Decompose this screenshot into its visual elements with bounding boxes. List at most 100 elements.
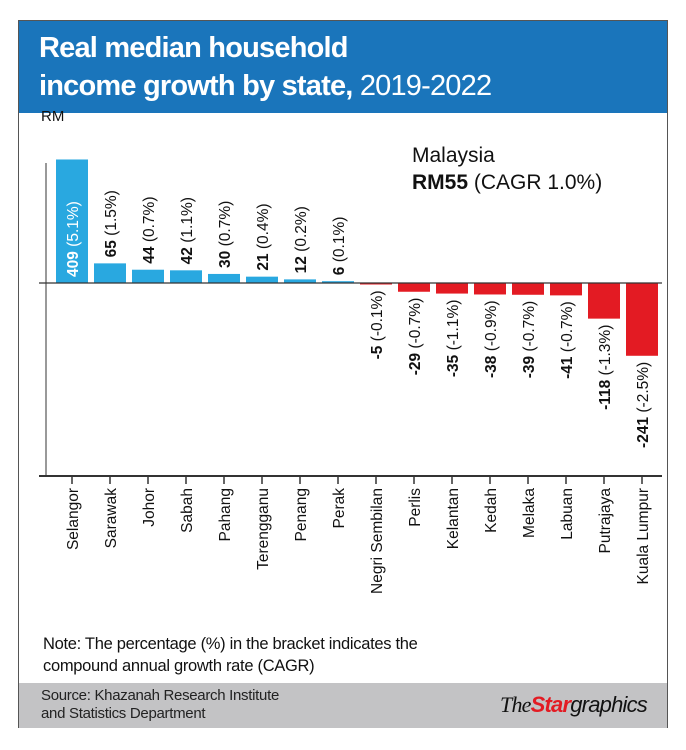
cagr-value: (-1.3%) — [597, 325, 614, 380]
x-tick-label: Kedah — [483, 488, 500, 533]
x-tick-label: Kelantan — [445, 488, 462, 549]
bar-15 — [626, 283, 658, 356]
bar-4 — [208, 273, 240, 283]
source-line2: and Statistics Department — [41, 705, 206, 722]
data-label: -39 (-0.7%) — [521, 301, 538, 379]
data-value: 12 — [293, 256, 310, 273]
bar-14 — [588, 283, 620, 319]
bar-9 — [398, 283, 430, 292]
x-tick-label: Labuan — [559, 488, 576, 540]
star-graphics-logo: TheStargraphics — [500, 692, 648, 718]
bar-10 — [436, 283, 468, 294]
data-value: 65 — [103, 240, 120, 258]
data-label: -118 (-1.3%) — [597, 325, 614, 410]
bar-chart: RM 409 (5.1%) Selangor 65 (1.5%) Sarawak 44 (… — [39, 108, 662, 594]
cagr-value: (0.4%) — [255, 203, 272, 253]
cagr-value: (-0.7%) — [521, 301, 538, 356]
data-label: -41 (-0.7%) — [559, 301, 576, 379]
footer: Source: Khazanah Research Institute and … — [19, 683, 667, 728]
x-tick-label: Negri Sembilan — [369, 488, 386, 594]
bar-7 — [322, 281, 354, 283]
note-line2: compound annual growth rate (CAGR) — [43, 657, 315, 675]
x-tick-label: Johor — [141, 488, 158, 527]
cagr-value: (0.7%) — [217, 201, 234, 251]
bar-11 — [474, 283, 506, 295]
bar-3 — [170, 270, 202, 283]
annotation-title: Malaysia — [412, 144, 495, 167]
logo-graphics: graphics — [570, 692, 648, 717]
bar-2 — [132, 269, 164, 283]
data-label: 65 (1.5%) — [103, 190, 120, 257]
x-tick-label: Selangor — [65, 488, 82, 550]
x-tick-label: Terengganu — [255, 488, 272, 570]
data-value: -5 — [369, 345, 386, 359]
data-value: 30 — [217, 251, 234, 268]
annotation-value: RM55 (CAGR 1.0%) — [412, 171, 602, 194]
bar-12 — [512, 283, 544, 295]
data-value: -118 — [597, 379, 614, 410]
title-line2: income growth by state, — [39, 70, 353, 102]
source: Source: Khazanah Research Institute and … — [41, 687, 279, 723]
data-value: -41 — [559, 356, 576, 379]
header: Real median household income growth by s… — [19, 21, 667, 113]
chart-title: Real median household income growth by s… — [39, 29, 492, 105]
data-value: 21 — [255, 253, 272, 271]
data-value: 44 — [141, 246, 158, 264]
bar-8 — [360, 283, 392, 285]
note-line1: Note: The percentage (%) in the bracket … — [43, 635, 418, 653]
x-tick-label: Pahang — [217, 488, 234, 541]
bar-1 — [94, 263, 126, 283]
data-value: -35 — [445, 354, 462, 377]
cagr-value: (0.1%) — [331, 217, 348, 267]
data-label: -29 (-0.7%) — [407, 298, 424, 376]
logo-the: The — [500, 692, 531, 717]
data-label: 6 (0.1%) — [331, 217, 348, 276]
cagr-value: (-0.7%) — [407, 298, 424, 353]
data-value: -29 — [407, 353, 424, 376]
y-axis-label: RM — [41, 108, 64, 125]
logo-star: Star — [530, 692, 571, 717]
data-label: 44 (0.7%) — [141, 196, 158, 263]
cagr-value: (-1.1%) — [445, 300, 462, 355]
note: Note: The percentage (%) in the bracket … — [43, 633, 418, 677]
data-value: 409 — [65, 251, 82, 277]
data-label: -5 (-0.1%) — [369, 291, 386, 360]
cagr-value: (-2.5%) — [635, 362, 652, 417]
x-tick-label: Perlis — [407, 488, 424, 527]
data-label: -241 (-2.5%) — [635, 362, 652, 448]
malaysia-value: RM55 — [412, 171, 468, 194]
x-tick-label: Perak — [331, 488, 348, 529]
x-tick-label: Putrajaya — [597, 488, 614, 554]
infographic-frame: Real median household income growth by s… — [18, 20, 668, 728]
x-tick-label: Kuala Lumpur — [635, 488, 652, 585]
x-tick-label: Melaka — [521, 488, 538, 538]
data-label: 12 (0.2%) — [293, 206, 310, 273]
cagr-value: (5.1%) — [65, 201, 82, 251]
x-tick-label: Sarawak — [103, 488, 120, 549]
source-line1: Source: Khazanah Research Institute — [41, 687, 279, 704]
bar-6 — [284, 279, 316, 283]
x-tick-label: Sabah — [179, 488, 196, 533]
data-label: 21 (0.4%) — [255, 203, 272, 270]
cagr-value: (-0.7%) — [559, 301, 576, 356]
cagr-value: (0.7%) — [141, 196, 158, 246]
bar-0 — [56, 159, 88, 283]
cagr-value: (0.2%) — [293, 206, 310, 256]
bar-13 — [550, 283, 582, 296]
data-value: -241 — [635, 417, 652, 448]
data-label: -38 (-0.9%) — [483, 300, 500, 378]
data-label: 409 (5.1%) — [65, 201, 82, 277]
x-tick-label: Penang — [293, 488, 310, 541]
cagr-value: (-0.1%) — [369, 291, 386, 346]
title-line1: Real median household — [39, 32, 349, 64]
data-label: 30 (0.7%) — [217, 201, 234, 268]
data-label: 42 (1.1%) — [179, 197, 196, 264]
data-value: -39 — [521, 356, 538, 379]
title-years: 2019-2022 — [359, 70, 492, 102]
cagr-value: (-0.9%) — [483, 300, 500, 355]
bar-5 — [246, 276, 278, 283]
cagr-value: (1.5%) — [103, 190, 120, 240]
data-value: -38 — [483, 355, 500, 378]
cagr-value: (1.1%) — [179, 197, 196, 247]
data-label: -35 (-1.1%) — [445, 300, 462, 378]
